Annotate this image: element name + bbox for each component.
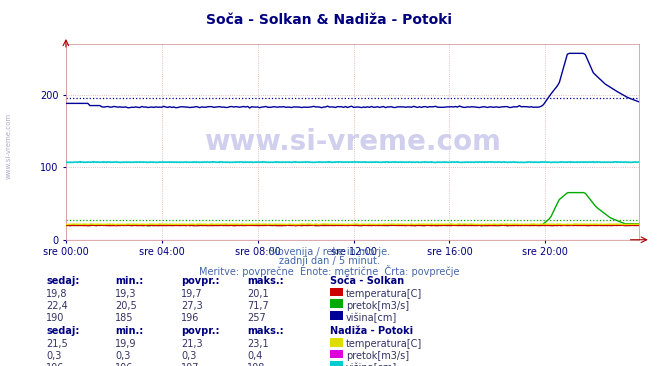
- Text: povpr.:: povpr.:: [181, 276, 219, 286]
- Text: 106: 106: [46, 363, 65, 366]
- Text: Meritve: povprečne  Enote: metrične  Črta: povprečje: Meritve: povprečne Enote: metrične Črta:…: [199, 265, 460, 277]
- Text: višina[cm]: višina[cm]: [346, 313, 397, 323]
- Text: 19,7: 19,7: [181, 289, 203, 299]
- Text: pretok[m3/s]: pretok[m3/s]: [346, 351, 409, 361]
- Text: 106: 106: [115, 363, 134, 366]
- Text: 0,3: 0,3: [181, 351, 196, 361]
- Text: 22,4: 22,4: [46, 301, 68, 311]
- Text: 108: 108: [247, 363, 266, 366]
- Text: 19,8: 19,8: [46, 289, 68, 299]
- Text: 27,3: 27,3: [181, 301, 203, 311]
- Text: 0,3: 0,3: [115, 351, 130, 361]
- Text: min.:: min.:: [115, 276, 144, 286]
- Text: 19,9: 19,9: [115, 339, 137, 349]
- Text: www.si-vreme.com: www.si-vreme.com: [204, 128, 501, 156]
- Text: 185: 185: [115, 313, 134, 322]
- Text: 196: 196: [181, 313, 200, 322]
- Text: temperatura[C]: temperatura[C]: [346, 289, 422, 299]
- Text: zadnji dan / 5 minut.: zadnji dan / 5 minut.: [279, 256, 380, 266]
- Text: sedaj:: sedaj:: [46, 326, 80, 336]
- Text: 190: 190: [46, 313, 65, 322]
- Text: 0,4: 0,4: [247, 351, 262, 361]
- Text: Slovenija / reke in morje.: Slovenija / reke in morje.: [269, 247, 390, 257]
- Text: www.si-vreme.com: www.si-vreme.com: [5, 113, 12, 179]
- Text: pretok[m3/s]: pretok[m3/s]: [346, 301, 409, 311]
- Text: 257: 257: [247, 313, 266, 322]
- Text: Soča - Solkan & Nadiža - Potoki: Soča - Solkan & Nadiža - Potoki: [206, 13, 453, 27]
- Text: 23,1: 23,1: [247, 339, 269, 349]
- Text: 0,3: 0,3: [46, 351, 61, 361]
- Text: Soča - Solkan: Soča - Solkan: [330, 276, 403, 286]
- Text: 21,5: 21,5: [46, 339, 68, 349]
- Text: min.:: min.:: [115, 326, 144, 336]
- Text: 20,5: 20,5: [115, 301, 137, 311]
- Text: maks.:: maks.:: [247, 276, 284, 286]
- Text: 19,3: 19,3: [115, 289, 137, 299]
- Text: temperatura[C]: temperatura[C]: [346, 339, 422, 349]
- Text: sedaj:: sedaj:: [46, 276, 80, 286]
- Text: 20,1: 20,1: [247, 289, 269, 299]
- Text: 21,3: 21,3: [181, 339, 203, 349]
- Text: povpr.:: povpr.:: [181, 326, 219, 336]
- Text: 71,7: 71,7: [247, 301, 269, 311]
- Text: maks.:: maks.:: [247, 326, 284, 336]
- Text: 107: 107: [181, 363, 200, 366]
- Text: višina[cm]: višina[cm]: [346, 363, 397, 366]
- Text: Nadiža - Potoki: Nadiža - Potoki: [330, 326, 413, 336]
